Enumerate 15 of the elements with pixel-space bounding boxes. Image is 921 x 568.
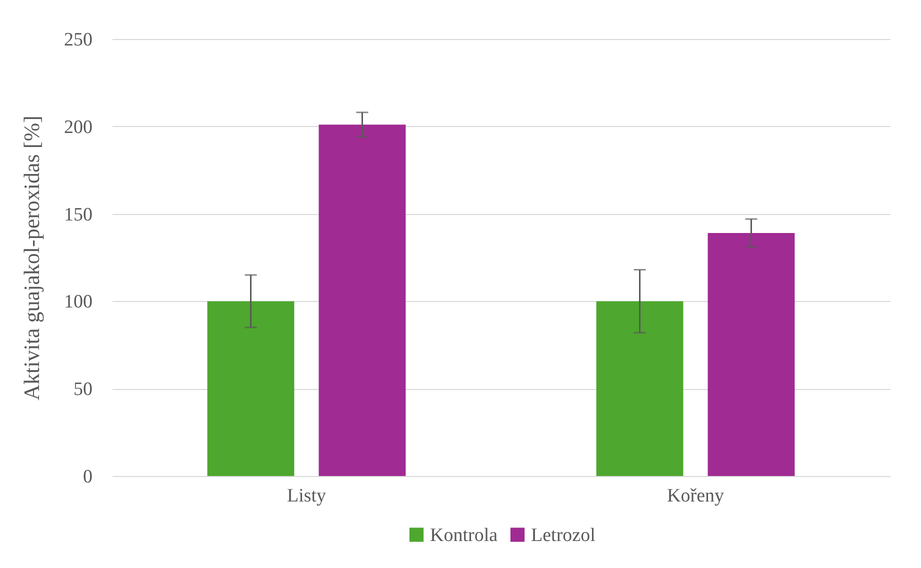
y-tick-label: 250 — [64, 30, 92, 50]
y-axis-title: Aktivita guajakol-peroxidas [%] — [19, 116, 44, 400]
legend-label: Kontrola — [430, 524, 498, 546]
bar — [318, 124, 406, 476]
bar — [708, 233, 795, 476]
bar — [207, 301, 294, 476]
y-tick-label: 100 — [64, 292, 92, 313]
bar — [596, 301, 684, 476]
x-tick-label: Kořeny — [667, 486, 724, 506]
x-tick-label: Listy — [286, 486, 327, 506]
y-tick-label: 200 — [64, 116, 92, 138]
y-tick-label: 0 — [83, 466, 92, 488]
y-tick-label: 150 — [64, 204, 92, 226]
legend-label: Letrozol — [531, 524, 596, 546]
y-tick-label: 50 — [74, 379, 92, 400]
